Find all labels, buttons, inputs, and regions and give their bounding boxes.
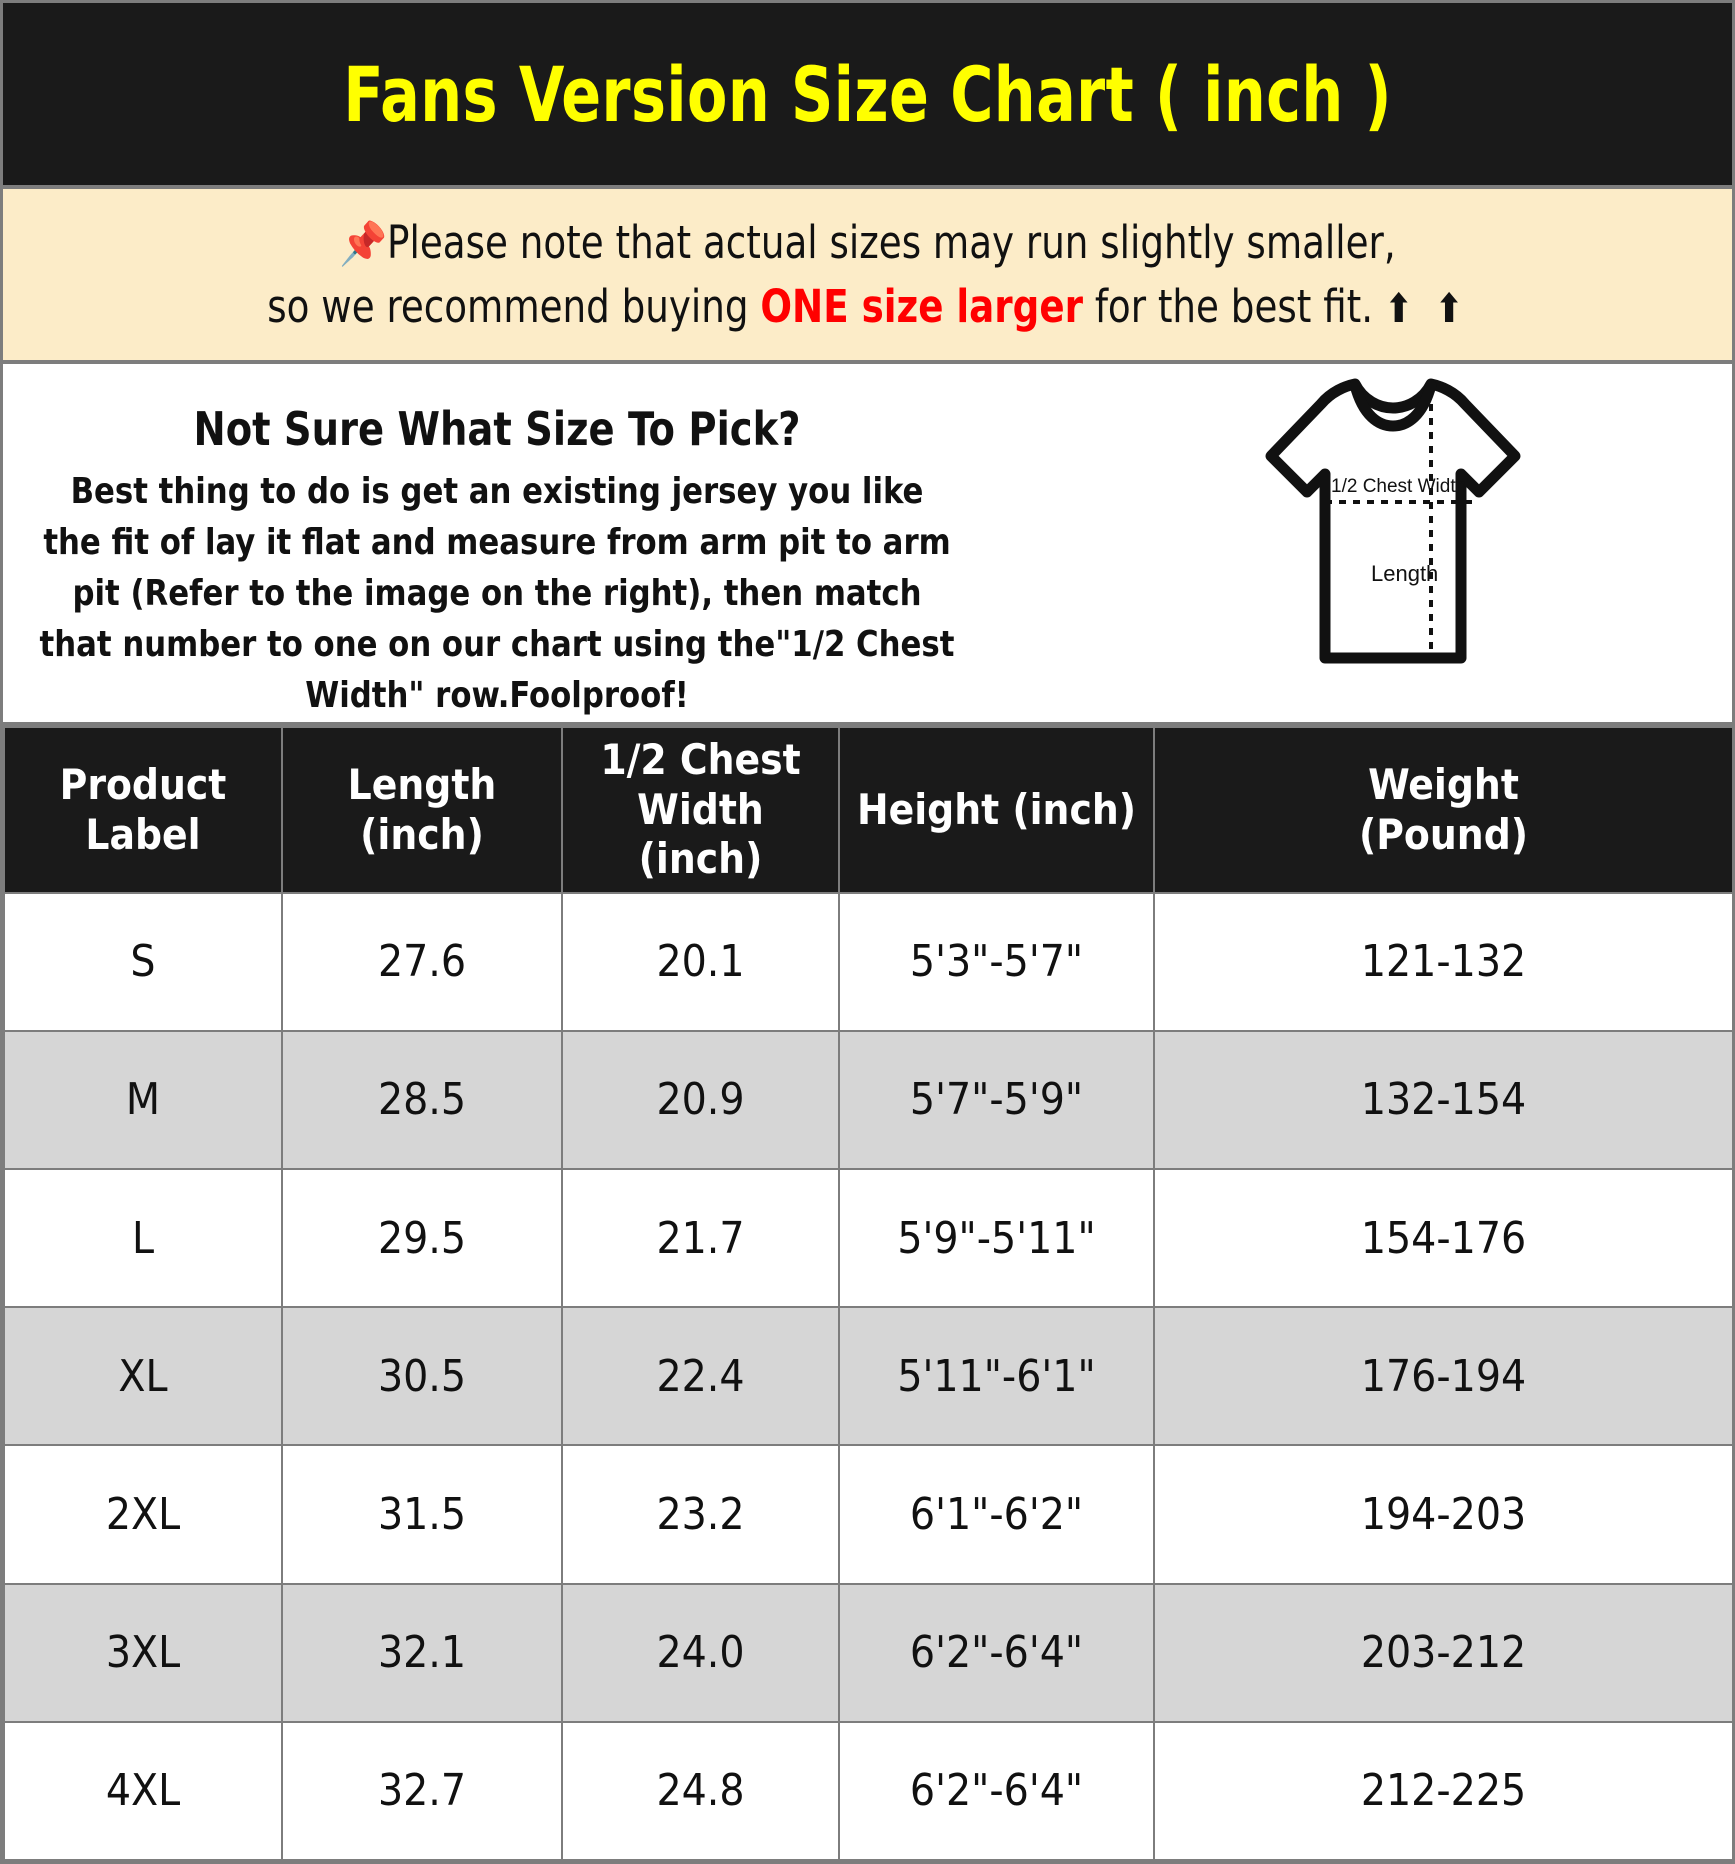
- cell-length: 32.1: [281, 1582, 563, 1723]
- size-table-head: Product Label Length (inch) 1/2 Chest Wid…: [3, 725, 1732, 894]
- cell-size: 4XL: [3, 1720, 283, 1861]
- cell-height: 5'11"-6'1": [838, 1306, 1155, 1447]
- cell-weight: 154-176: [1153, 1167, 1732, 1309]
- cell-length: 28.5: [281, 1029, 563, 1170]
- size-table-area: Product Label Length (inch) 1/2 Chest Wid…: [3, 725, 1732, 1861]
- table-row: S 27.6 20.1 5'3"-5'7" 121-132: [3, 891, 1732, 1032]
- tshirt-collar: [1349, 379, 1436, 432]
- cell-height: 5'7"-5'9": [838, 1029, 1155, 1170]
- notice-line-2: so we recommend buying ONE size larger f…: [267, 275, 1468, 339]
- table-row: M 28.5 20.9 5'7"-5'9" 132-154: [3, 1029, 1732, 1170]
- info-heading: Not Sure What Size To Pick?: [193, 402, 801, 456]
- cell-weight: 194-203: [1153, 1444, 1732, 1585]
- cell-height: 6'2"-6'4": [838, 1720, 1155, 1861]
- notice-emphasis: ONE size larger: [760, 279, 1083, 333]
- table-row: L 29.5 21.7 5'9"-5'11" 154-176: [3, 1167, 1732, 1309]
- cell-weight: 121-132: [1153, 891, 1732, 1032]
- table-row: 2XL 31.5 23.2 6'1"-6'2" 194-203: [3, 1444, 1732, 1585]
- cell-size: M: [3, 1029, 283, 1170]
- cell-height: 6'2"-6'4": [838, 1582, 1155, 1723]
- chest-width-label: 1/2 Chest Width: [1331, 476, 1466, 497]
- cell-half-chest: 20.9: [561, 1029, 840, 1170]
- cell-size: 3XL: [3, 1582, 283, 1723]
- tshirt-diagram: 1/2 Chest Width Length: [1265, 378, 1520, 664]
- cell-weight: 132-154: [1153, 1029, 1732, 1170]
- notice-line-1: 📌Please note that actual sizes may run s…: [339, 211, 1396, 275]
- size-table: Product Label Length (inch) 1/2 Chest Wid…: [3, 725, 1732, 1861]
- info-body: Best thing to do is get an existing jers…: [39, 471, 955, 717]
- cell-weight: 176-194: [1153, 1306, 1732, 1447]
- info-text-block: Not Sure What Size To Pick? Best thing t…: [3, 364, 1003, 722]
- cell-half-chest: 21.7: [561, 1167, 840, 1309]
- cell-length: 32.7: [281, 1720, 563, 1861]
- cell-half-chest: 24.8: [561, 1720, 840, 1861]
- column-header-weight: Weight (Pound): [1153, 725, 1732, 894]
- notice-line-2-suffix: for the best fit.: [1082, 279, 1385, 333]
- cell-size: XL: [3, 1306, 283, 1447]
- cell-length: 31.5: [281, 1444, 563, 1585]
- cell-size: S: [3, 891, 283, 1032]
- table-header-row: Product Label Length (inch) 1/2 Chest Wid…: [3, 725, 1732, 894]
- tshirt-diagram-wrap: 1/2 Chest Width Length: [1003, 364, 1732, 674]
- notice-line-2-prefix: so we recommend buying: [266, 279, 761, 333]
- table-row: 3XL 32.1 24.0 6'2"-6'4" 203-212: [3, 1582, 1732, 1723]
- notice-banner: 📌Please note that actual sizes may run s…: [3, 189, 1732, 364]
- cell-half-chest: 20.1: [561, 891, 840, 1032]
- column-header-height: Height (inch): [838, 725, 1155, 894]
- notice-line-1-text: Please note that actual sizes may run sl…: [387, 215, 1396, 269]
- arrow-up-icon: ⬆ ⬆: [1384, 285, 1469, 332]
- table-row: XL 30.5 22.4 5'11"-6'1" 176-194: [3, 1306, 1732, 1447]
- cell-height: 6'1"-6'2": [838, 1444, 1155, 1585]
- column-header-product-label: Product Label: [3, 725, 283, 894]
- cell-size: L: [3, 1167, 283, 1309]
- column-header-half-chest-width: 1/2 Chest Width (inch): [561, 725, 840, 894]
- pushpin-icon: 📌: [339, 218, 388, 268]
- table-row: 4XL 32.7 24.8 6'2"-6'4" 212-225: [3, 1720, 1732, 1861]
- cell-weight: 212-225: [1153, 1720, 1732, 1861]
- column-header-length: Length (inch): [281, 725, 563, 894]
- size-table-body: S 27.6 20.1 5'3"-5'7" 121-132 M 28.5 20.9 5'7"-5…: [3, 891, 1732, 1861]
- cell-length: 27.6: [281, 891, 563, 1032]
- cell-weight: 203-212: [1153, 1582, 1732, 1723]
- title-bar: Fans Version Size Chart ( inch ): [3, 3, 1732, 189]
- cell-half-chest: 23.2: [561, 1444, 840, 1585]
- cell-height: 5'9"-5'11": [838, 1167, 1155, 1309]
- cell-half-chest: 24.0: [561, 1582, 840, 1723]
- cell-height: 5'3"-5'7": [838, 891, 1155, 1032]
- cell-length: 29.5: [281, 1167, 563, 1309]
- page-title: Fans Version Size Chart ( inch ): [343, 49, 1392, 139]
- cell-size: 2XL: [3, 1444, 283, 1585]
- cell-length: 30.5: [281, 1306, 563, 1447]
- length-label: Length: [1371, 561, 1438, 586]
- info-section: Not Sure What Size To Pick? Best thing t…: [3, 364, 1732, 726]
- cell-half-chest: 22.4: [561, 1306, 840, 1447]
